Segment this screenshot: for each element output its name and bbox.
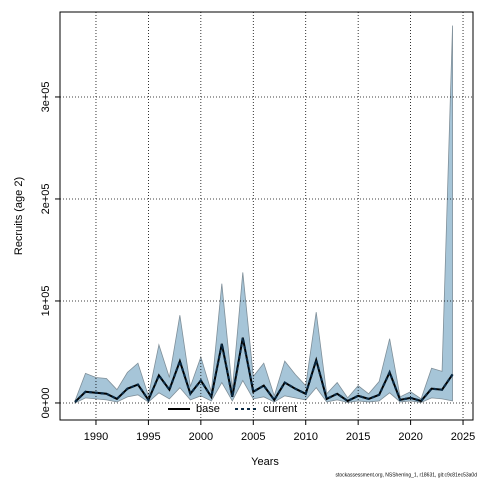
x-axis-label: Years: [251, 456, 279, 468]
x-tick-label: 2005: [241, 431, 265, 443]
plot-frame: [59, 11, 474, 421]
x-tick-label: 2025: [451, 431, 475, 443]
y-tick-label: 0e+00: [40, 388, 52, 419]
x-tick-label: 1990: [84, 431, 108, 443]
x-tick-label: 2010: [293, 431, 317, 443]
legend-label: current: [263, 403, 297, 415]
x-tick-label: 2020: [398, 431, 422, 443]
y-tick-label: 1e+05: [40, 286, 52, 317]
footer: stockassessment.org, NSSherring_1, r1863…: [336, 472, 478, 478]
series-line: [74, 337, 454, 403]
x-tick-label: 1995: [136, 431, 160, 443]
y-tick-label: 3e+05: [40, 82, 52, 113]
legend-label: base: [196, 403, 220, 415]
y-axis-label: Recruits (age 2): [13, 177, 25, 255]
confidence-band: [74, 25, 453, 404]
x-tick-label: 2000: [189, 431, 213, 443]
y-tick-label: 2e+05: [40, 184, 52, 215]
x-tick-label: 2015: [346, 431, 370, 443]
